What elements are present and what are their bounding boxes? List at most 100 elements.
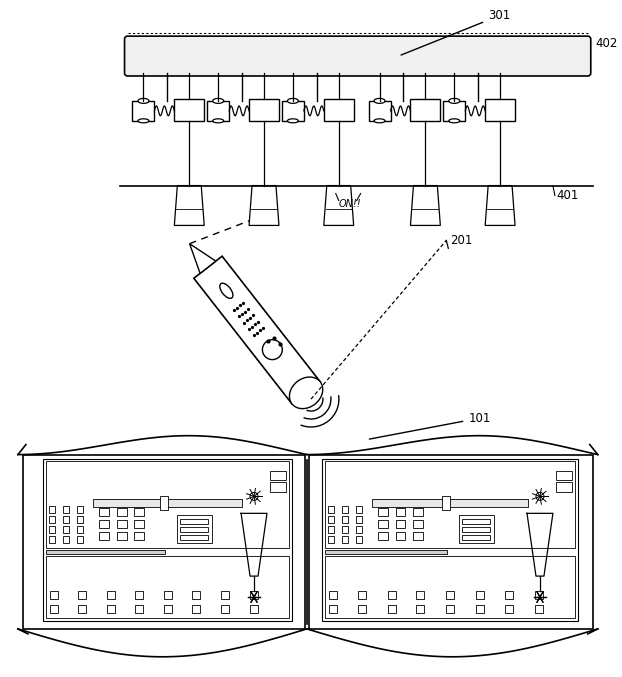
- Bar: [221, 605, 229, 613]
- Bar: [250, 591, 258, 599]
- Bar: [505, 591, 513, 599]
- Bar: [221, 591, 229, 599]
- Bar: [535, 605, 543, 613]
- Bar: [180, 519, 208, 524]
- Bar: [282, 101, 304, 121]
- Ellipse shape: [449, 119, 460, 123]
- Bar: [99, 520, 109, 528]
- Bar: [485, 99, 515, 121]
- Bar: [396, 520, 406, 528]
- Bar: [358, 605, 366, 613]
- Bar: [49, 516, 55, 523]
- Bar: [369, 101, 391, 121]
- Polygon shape: [190, 244, 216, 274]
- Bar: [329, 591, 337, 599]
- Ellipse shape: [138, 98, 149, 104]
- Bar: [160, 496, 168, 510]
- Bar: [116, 520, 126, 528]
- Bar: [388, 591, 396, 599]
- Bar: [270, 483, 286, 492]
- Ellipse shape: [213, 98, 224, 104]
- Bar: [249, 99, 279, 121]
- Bar: [414, 532, 424, 540]
- Polygon shape: [194, 256, 320, 404]
- Bar: [49, 536, 55, 543]
- Bar: [322, 458, 578, 621]
- Circle shape: [536, 492, 544, 500]
- Bar: [77, 536, 83, 543]
- Ellipse shape: [374, 98, 385, 104]
- Bar: [180, 527, 208, 532]
- Bar: [132, 101, 154, 121]
- Bar: [328, 536, 334, 543]
- Bar: [556, 471, 572, 481]
- Polygon shape: [324, 185, 354, 225]
- Bar: [46, 556, 289, 618]
- Text: 401: 401: [556, 189, 578, 202]
- Bar: [416, 605, 424, 613]
- Ellipse shape: [287, 98, 299, 104]
- FancyBboxPatch shape: [124, 36, 591, 76]
- Polygon shape: [249, 185, 279, 225]
- Bar: [324, 99, 354, 121]
- Ellipse shape: [220, 283, 233, 299]
- Bar: [106, 605, 114, 613]
- Ellipse shape: [138, 119, 149, 123]
- Bar: [462, 527, 490, 532]
- Bar: [134, 520, 144, 528]
- Polygon shape: [485, 185, 515, 225]
- Bar: [63, 506, 69, 513]
- Bar: [341, 526, 348, 533]
- Bar: [46, 550, 165, 554]
- Bar: [49, 526, 55, 533]
- Bar: [414, 508, 424, 516]
- Bar: [50, 591, 58, 599]
- Bar: [180, 535, 208, 540]
- Bar: [341, 516, 348, 523]
- Polygon shape: [174, 185, 204, 225]
- Bar: [356, 536, 361, 543]
- Bar: [356, 506, 361, 513]
- Bar: [50, 605, 58, 613]
- Bar: [270, 471, 286, 481]
- Bar: [378, 508, 388, 516]
- Bar: [416, 591, 424, 599]
- Bar: [174, 99, 204, 121]
- Ellipse shape: [287, 119, 299, 123]
- Text: 402: 402: [596, 37, 618, 49]
- Bar: [371, 499, 528, 507]
- Bar: [462, 519, 490, 524]
- Bar: [459, 515, 494, 543]
- Bar: [106, 591, 114, 599]
- Bar: [329, 605, 337, 613]
- Bar: [341, 536, 348, 543]
- Bar: [93, 499, 242, 507]
- Bar: [443, 101, 465, 121]
- Bar: [43, 458, 292, 621]
- Bar: [476, 605, 484, 613]
- Bar: [116, 508, 126, 516]
- Bar: [136, 591, 144, 599]
- Bar: [378, 532, 388, 540]
- Bar: [447, 605, 454, 613]
- Bar: [134, 532, 144, 540]
- Bar: [136, 605, 144, 613]
- Polygon shape: [411, 185, 440, 225]
- Bar: [63, 536, 69, 543]
- Bar: [78, 591, 86, 599]
- Bar: [411, 99, 440, 121]
- Bar: [192, 605, 200, 613]
- Bar: [325, 556, 575, 618]
- Bar: [177, 515, 212, 543]
- Bar: [341, 506, 348, 513]
- Ellipse shape: [289, 377, 323, 409]
- Text: 201: 201: [450, 234, 473, 247]
- Polygon shape: [309, 454, 593, 629]
- Bar: [505, 605, 513, 613]
- Bar: [250, 605, 258, 613]
- Bar: [164, 591, 172, 599]
- Bar: [328, 506, 334, 513]
- Bar: [396, 532, 406, 540]
- Circle shape: [262, 340, 282, 359]
- Bar: [134, 508, 144, 516]
